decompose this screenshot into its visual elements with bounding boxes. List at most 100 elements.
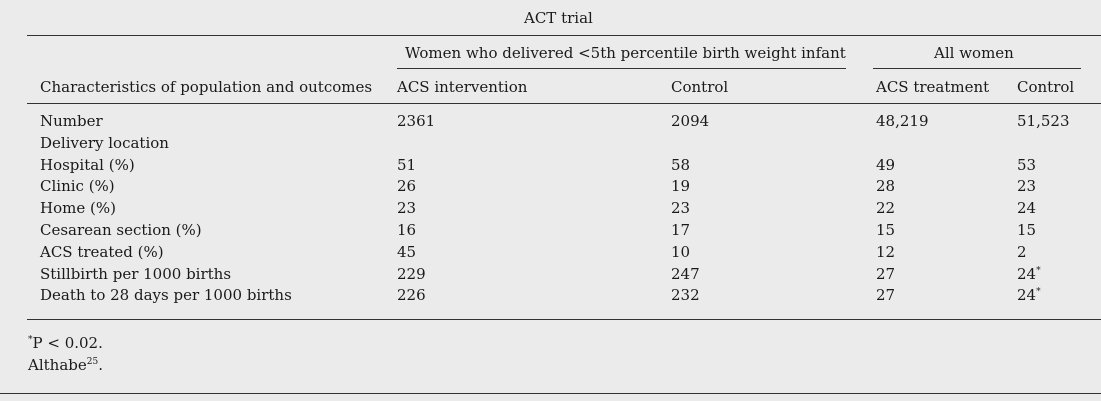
column-header-acs-treatment: ACS treatment: [876, 78, 990, 96]
table-cell: 45: [397, 243, 416, 261]
cell-value: 2361: [397, 112, 436, 130]
table-cell: 24*: [1017, 265, 1041, 283]
row-label: Delivery location: [40, 134, 169, 152]
table-cell: 15: [876, 221, 895, 239]
column-header-control-all: Control: [1017, 78, 1075, 96]
cell-value: 27: [876, 286, 896, 305]
row-label: Home (%): [40, 199, 116, 217]
footnote-mark: *: [28, 335, 33, 345]
table-cell: 12: [876, 243, 895, 261]
cell-value: 27: [876, 264, 896, 283]
cell-value: 19: [671, 177, 691, 196]
significance-mark: *: [1036, 265, 1041, 276]
cell-value: 45: [397, 242, 417, 261]
cell-value: 22: [876, 199, 896, 218]
footnote-source-end: .: [98, 356, 103, 374]
cell-value: 15: [876, 221, 896, 239]
cell-value: 48,219: [876, 112, 929, 130]
cell-value: 247: [671, 264, 700, 283]
cell-value: 232: [671, 286, 700, 305]
cell-value: 17: [671, 221, 691, 239]
cell-value: 15: [1017, 221, 1037, 239]
table-cell: 19: [671, 177, 690, 195]
table-cell: 24: [1017, 199, 1036, 217]
cell-value: 2: [1017, 242, 1027, 261]
cell-value: 24: [1017, 199, 1037, 218]
table-cell: 232: [671, 286, 700, 304]
table-cell: 229: [397, 265, 426, 283]
significance-mark: *: [1036, 287, 1041, 298]
table-cell: 2361: [397, 112, 435, 130]
row-label-text: Delivery location: [40, 133, 169, 152]
cell-value: 16: [397, 221, 417, 239]
cell-value: 23: [397, 199, 417, 218]
cell-value: 28: [876, 177, 896, 196]
cell-value: 226: [397, 286, 426, 305]
footnote-significance-text: P < 0.02.: [32, 334, 103, 352]
table-cell: 15: [1017, 221, 1036, 239]
cell-value: 23: [1017, 177, 1037, 196]
table-cell: 26: [397, 177, 416, 195]
table-cell: 10: [671, 243, 690, 261]
table-cell: 17: [671, 221, 690, 239]
row-label: Stillbirth per 1000 births: [40, 265, 231, 283]
table-cell: 22: [876, 199, 895, 217]
column-header-acs-intervention: ACS intervention: [397, 78, 528, 96]
cell-value: 10: [671, 242, 691, 261]
rule-page-bottom: [0, 393, 1101, 394]
table-cell: 51,523: [1017, 112, 1070, 130]
cell-value: 229: [397, 264, 426, 283]
footnote-source-name: Althabe: [28, 356, 87, 374]
table-title: ACT trial: [524, 9, 593, 27]
cell-value: 12: [876, 242, 896, 261]
row-label: Clinic (%): [40, 177, 115, 195]
cell-value: 51,523: [1017, 112, 1070, 130]
row-label-text: Home (%): [40, 199, 116, 218]
row-label-text: Cesarean section (%): [40, 221, 202, 239]
row-label-text: Death to 28 days per 1000 births: [40, 286, 292, 305]
cell-value: 26: [397, 177, 417, 196]
table-cell: 51: [397, 156, 416, 174]
row-label: Number: [40, 112, 103, 130]
cell-value: 2094: [671, 112, 710, 130]
table-cell: 2094: [671, 112, 709, 130]
table-cell: 23: [671, 199, 690, 217]
footnote-source-ref: 25: [86, 357, 99, 367]
table-cell: 27: [876, 286, 895, 304]
table-cell: 247: [671, 265, 700, 283]
group-header-all-women: All women: [934, 44, 1014, 62]
row-label-text: Stillbirth per 1000 births: [40, 264, 232, 283]
table-cell: 23: [1017, 177, 1036, 195]
group-header-subgroup: Women who delivered <5th percentile birt…: [405, 44, 846, 62]
table-cell: 53: [1017, 156, 1036, 174]
table-cell: 27: [876, 265, 895, 283]
table-cell: 24*: [1017, 286, 1041, 304]
table-cell: 48,219: [876, 112, 929, 130]
table-cell: 226: [397, 286, 426, 304]
cell-value: 58: [671, 155, 691, 174]
row-label-text: ACS treated (%): [40, 242, 164, 261]
row-label: Hospital (%): [40, 156, 135, 174]
table-cell: 16: [397, 221, 416, 239]
row-label-text: Hospital (%): [40, 155, 135, 174]
table-cell: 23: [397, 199, 416, 217]
cell-value: 49: [876, 155, 896, 174]
table-cell: 58: [671, 156, 690, 174]
column-header-control-subgroup: Control: [671, 78, 729, 96]
table-cell: 49: [876, 156, 895, 174]
cell-value: 23: [671, 199, 691, 218]
footnote-source: Althabe25.: [28, 356, 103, 374]
row-label-text: Number: [40, 112, 103, 130]
row-label-text: Clinic (%): [40, 177, 115, 196]
row-label: ACS treated (%): [40, 243, 164, 261]
row-label: Cesarean section (%): [40, 221, 202, 239]
column-header-characteristics: Characteristics of population and outcom…: [40, 78, 373, 96]
rule-table-bottom: [27, 319, 1101, 320]
rule-top: [27, 35, 1101, 36]
table-cell: 28: [876, 177, 895, 195]
rule-subgroup: [397, 68, 846, 69]
table-cell: 2: [1017, 243, 1027, 261]
cell-value: 51: [397, 155, 417, 174]
rule-all-women: [873, 68, 1081, 69]
rule-header-bottom: [27, 103, 1101, 104]
